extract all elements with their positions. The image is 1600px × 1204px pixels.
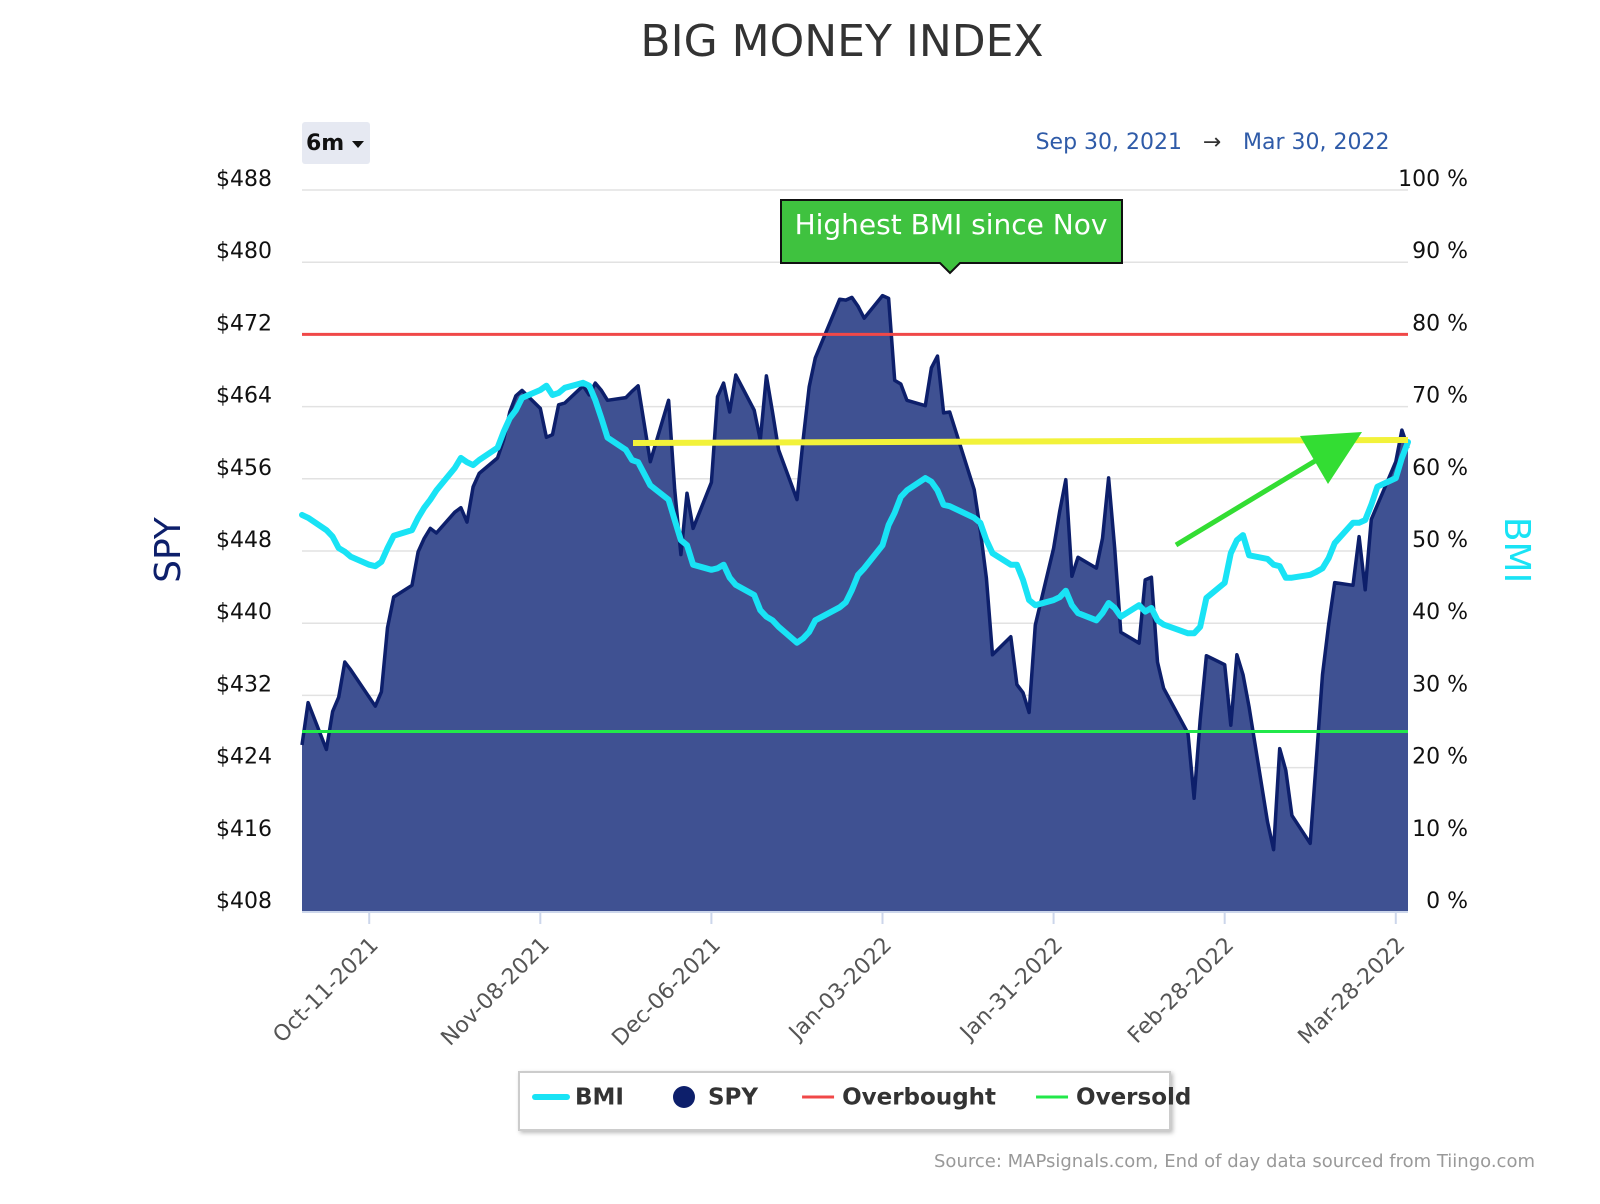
y-tick-label: $416 xyxy=(216,817,272,842)
y-tick-label: $424 xyxy=(216,745,272,770)
date-range-end[interactable]: Mar 30, 2022 xyxy=(1243,130,1389,155)
y2-tick-label: 20 % xyxy=(1412,745,1468,770)
y2-axis-title: BMI xyxy=(1496,517,1537,583)
legend-box xyxy=(518,1071,1171,1131)
spy-line xyxy=(300,293,1410,852)
y2-tick-label: 40 % xyxy=(1412,600,1468,625)
legend-label[interactable]: Overbought xyxy=(842,1085,996,1111)
dropdown-caret xyxy=(352,141,364,148)
y2-tick-label: 10 % xyxy=(1412,817,1468,842)
y-tick-label: $456 xyxy=(216,456,272,481)
x-tick-label: Feb-28-2022 xyxy=(1123,933,1239,1049)
y2-tick-label: 90 % xyxy=(1412,239,1468,264)
legend-label[interactable]: Oversold xyxy=(1076,1085,1191,1111)
y2-tick-label: 70 % xyxy=(1412,384,1468,409)
y2-tick-label: 0 % xyxy=(1426,889,1468,914)
legend-label[interactable]: SPY xyxy=(708,1085,758,1111)
y-tick-label: $472 xyxy=(216,311,272,336)
range-selector[interactable] xyxy=(302,122,370,164)
y-tick-label: $432 xyxy=(216,672,272,697)
y-tick-label: $480 xyxy=(216,239,272,264)
annotation-arrow-shaft xyxy=(1174,455,1322,548)
x-tick-label: Nov-08-2021 xyxy=(437,933,555,1051)
x-tick-label: Mar-28-2022 xyxy=(1294,933,1411,1050)
callout-text: Highest BMI since Nov xyxy=(795,208,1108,241)
range-selector-label[interactable]: 6m xyxy=(306,131,344,156)
y-tick-label: $408 xyxy=(216,889,272,914)
plot-area xyxy=(299,189,1411,924)
date-range-start[interactable]: Sep 30, 2021 xyxy=(1036,130,1182,155)
legend-symbol xyxy=(672,1086,695,1108)
x-tick-label: Jan-03-2022 xyxy=(783,933,897,1047)
y2-tick-label: 30 % xyxy=(1412,672,1468,697)
legend-label[interactable]: BMI xyxy=(575,1085,624,1111)
bmi-line xyxy=(299,379,1411,646)
y-tick-label: $488 xyxy=(216,167,272,192)
y2-tick-label: 100 % xyxy=(1398,167,1468,192)
y2-tick-label: 80 % xyxy=(1412,311,1468,336)
y2-tick-label: 50 % xyxy=(1412,528,1468,553)
y-axis-title: SPY xyxy=(148,516,189,583)
callout-box xyxy=(780,199,1123,275)
x-tick-label: Dec-06-2021 xyxy=(607,933,725,1051)
y-tick-label: $464 xyxy=(216,384,272,409)
legend: BMI SPY Overbought Oversold xyxy=(518,1071,1191,1131)
source-note: Source: MAPsignals.com, End of day data … xyxy=(934,1151,1535,1172)
spy-area xyxy=(302,295,1408,913)
y-tick-label: $448 xyxy=(216,528,272,553)
chart-title: BIG MONEY INDEX xyxy=(640,16,1043,67)
annotations: Highest BMI since Nov xyxy=(632,199,1409,548)
x-tick-label: Jan-31-2022 xyxy=(954,933,1068,1047)
x-tick-label: Oct-11-2021 xyxy=(269,933,384,1048)
annotation-arrowhead xyxy=(1300,432,1362,484)
annotation-line xyxy=(632,437,1409,446)
y-tick-label: $440 xyxy=(216,600,272,625)
y2-tick-label: 60 % xyxy=(1412,456,1468,481)
date-range-separator: → xyxy=(1203,130,1221,155)
